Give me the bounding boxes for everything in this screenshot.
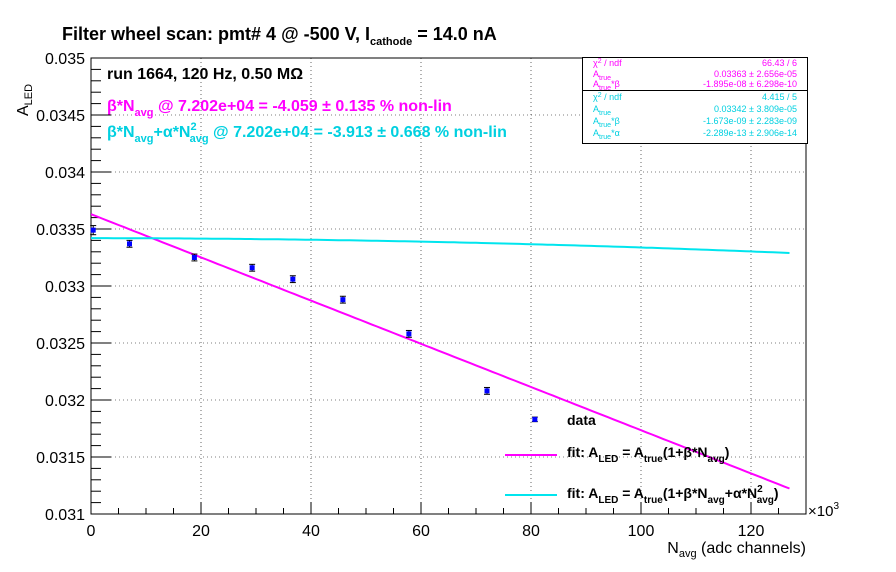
fit-line-fit2 xyxy=(91,237,790,254)
legend-fit-quadratic: fit: ALED = Atrue(1+β*Navg+α*N2avg) xyxy=(567,484,779,506)
stats-row: Atrue*β -1.895e-08 ± 6.298e-10 xyxy=(593,79,797,92)
data-point xyxy=(290,276,296,282)
data-point xyxy=(340,297,346,303)
y-tick-label: 0.0325 xyxy=(36,336,85,353)
data-point xyxy=(532,416,538,422)
stats-row: Atrue*β -1.673e-09 ± 2.283e-09 xyxy=(593,116,797,129)
y-tick-label: 0.035 xyxy=(45,51,85,68)
y-tick-label: 0.0345 xyxy=(36,108,85,125)
x-axis-ticks: 0 20 40 60 80 100 120 xyxy=(87,502,807,540)
x-multiplier: ×103 xyxy=(808,501,839,520)
x-tick-label: 120 xyxy=(738,523,765,540)
stats-row: Atrue 0.03342 ± 3.809e-05 xyxy=(593,104,797,117)
y-tick-label: 0.034 xyxy=(45,165,85,182)
fit-line-fit1 xyxy=(91,213,790,490)
data-point xyxy=(90,227,96,233)
x-tick-label: 60 xyxy=(412,523,430,540)
y-tick-label: 0.032 xyxy=(45,393,85,410)
legend-lines xyxy=(505,454,557,496)
x-tick-label: 0 xyxy=(87,523,96,540)
stats-box-quadratic: χ2 / ndf 4.415 / 5 Atrue 0.03342 ± 3.809e-… xyxy=(582,90,808,144)
fit-lines xyxy=(91,213,790,490)
y-axis-ticks: 0.031 0.0315 0.032 0.0325 0.033 0.0335 0.034 0.… xyxy=(36,51,111,524)
stats-row: χ2 / ndf 4.415 / 5 xyxy=(593,92,797,102)
data-point xyxy=(127,241,132,247)
data-point xyxy=(249,265,255,271)
y-tick-label: 0.0315 xyxy=(36,450,85,467)
run-label: run 1664, 120 Hz, 0.50 MΩ xyxy=(107,66,304,83)
x-tick-label: 20 xyxy=(192,523,210,540)
x-axis-label: Navg (adc channels) xyxy=(667,540,806,560)
x-tick-label: 40 xyxy=(302,523,320,540)
annotation-linear: β*Navg @ 7.202e+04 = -4.059 ± 0.135 % no… xyxy=(107,98,452,119)
legend-data-label: data xyxy=(567,412,596,428)
y-axis-label: ALED xyxy=(15,84,35,116)
data-points xyxy=(90,225,538,423)
stats-row: Atrue 0.03363 ± 2.656e-05 xyxy=(593,69,797,82)
y-tick-label: 0.033 xyxy=(45,279,85,296)
y-tick-label: 0.0335 xyxy=(36,222,85,239)
x-tick-label: 80 xyxy=(522,523,540,540)
annotation-quadratic: β*Navg+α*N2avg @ 7.202e+04 = -3.913 ± 0.… xyxy=(107,121,507,145)
x-tick-label: 100 xyxy=(628,523,655,540)
y-tick-label: 0.031 xyxy=(45,507,85,524)
stats-row: Atrue*α -2.289e-13 ± 2.906e-14 xyxy=(593,128,797,141)
data-point xyxy=(484,388,490,394)
data-point xyxy=(406,331,412,337)
chart-title: Filter wheel scan: pmt# 4 @ -500 V, Icat… xyxy=(62,24,497,48)
data-point xyxy=(191,255,197,260)
legend-fit-linear: fit: ALED = Atrue(1+β*Navg) xyxy=(567,444,730,465)
stats-box-linear: χ2 / ndf 66.43 / 6 Atrue 0.03363 ± 2.656e-… xyxy=(582,57,808,92)
stats-row: χ2 / ndf 66.43 / 6 xyxy=(593,58,797,68)
